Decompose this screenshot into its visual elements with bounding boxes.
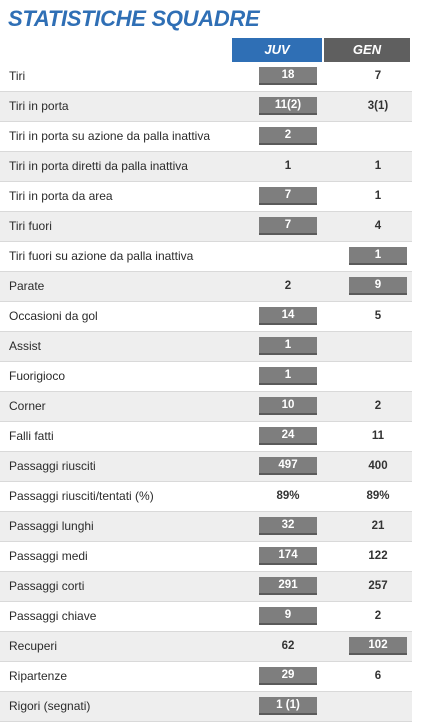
stat-label: Tiri fuori xyxy=(9,219,52,233)
stat-value-away: 9 xyxy=(349,277,407,295)
stat-value-away: 4 xyxy=(374,220,382,232)
table-row: Ripartenze 29 6 xyxy=(0,662,412,692)
table-row: Passaggi chiave 9 2 xyxy=(0,602,412,632)
table-row: Tiri in porta da area 7 1 xyxy=(0,182,412,212)
table-row: Fuorigioco 1 xyxy=(0,362,412,392)
table-row: Tiri fuori 7 4 xyxy=(0,212,412,242)
stat-label: Passaggi lunghi xyxy=(9,519,94,533)
page-title: STATISTICHE SQUADRE xyxy=(8,6,260,31)
stat-label: Tiri in porta da area xyxy=(9,189,113,203)
stat-label: Passaggi chiave xyxy=(9,609,97,623)
table-row: Passaggi riusciti/tentati (%) 89% 89% xyxy=(0,482,412,512)
stat-value-home: 32 xyxy=(259,517,317,535)
stat-value-away: 6 xyxy=(374,670,382,682)
stat-value-away: 21 xyxy=(371,520,385,532)
stat-value-away xyxy=(349,697,407,715)
stat-value-home: 291 xyxy=(259,577,317,595)
stat-value-home: 1 xyxy=(259,367,317,385)
stat-value-away: 1 xyxy=(374,190,382,202)
stat-label: Falli fatti xyxy=(9,429,54,443)
stat-value-away: 3(1) xyxy=(367,100,389,112)
stat-label: Tiri in porta diretti da palla inattiva xyxy=(9,159,188,173)
table-row: Rigori (segnati) 1 (1) xyxy=(0,692,412,722)
table-row: Passaggi lunghi 32 21 xyxy=(0,512,412,542)
stat-value-away: 400 xyxy=(368,460,388,472)
stat-value-home: 174 xyxy=(259,547,317,565)
stat-value-home xyxy=(259,247,317,265)
stat-value-home: 497 xyxy=(259,457,317,475)
table-row: Tiri 18 7 xyxy=(0,62,412,92)
team-header-home: JUV xyxy=(232,38,322,62)
table-row: Passaggi medi 174 122 xyxy=(0,542,412,572)
stat-value-home: 24 xyxy=(259,427,317,445)
stat-value-away: 5 xyxy=(374,310,382,322)
table-row: Tiri in porta su azione da palla inattiv… xyxy=(0,122,412,152)
stat-value-away: 11 xyxy=(371,430,385,442)
stat-label: Passaggi corti xyxy=(9,579,85,593)
stat-value-away: 2 xyxy=(374,400,382,412)
stat-value-home: 14 xyxy=(259,307,317,325)
table-row: Passaggi riusciti 497 400 xyxy=(0,452,412,482)
stat-value-away: 1 xyxy=(374,160,382,172)
stat-label: Ripartenze xyxy=(9,669,68,683)
stat-label: Passaggi medi xyxy=(9,549,88,563)
stat-value-home: 1 xyxy=(284,160,292,172)
stat-label: Assist xyxy=(9,339,42,353)
stat-label: Fuorigioco xyxy=(9,369,66,383)
table-row: Falli fatti 24 11 xyxy=(0,422,412,452)
stats-table: Tiri 18 7 Tiri in porta 11(2) 3(1) Tiri in por… xyxy=(0,62,412,722)
stat-value-home: 18 xyxy=(259,67,317,85)
stat-value-home: 10 xyxy=(259,397,317,415)
stat-label: Passaggi riusciti/tentati (%) xyxy=(9,489,154,503)
stat-value-away xyxy=(349,367,407,385)
stat-value-home: 11(2) xyxy=(259,97,317,115)
table-row: Recuperi 62 102 xyxy=(0,632,412,662)
table-row: Tiri fuori su azione da palla inattiva 1 xyxy=(0,242,412,272)
stat-label: Passaggi riusciti xyxy=(9,459,96,473)
stat-value-home: 9 xyxy=(259,607,317,625)
stat-value-home: 62 xyxy=(281,640,295,652)
stat-value-away: 102 xyxy=(349,637,407,655)
table-row: Tiri in porta diretti da palla inattiva 1… xyxy=(0,152,412,182)
stat-value-away: 89% xyxy=(366,490,390,502)
stat-value-away: 122 xyxy=(368,550,388,562)
stat-value-home: 89% xyxy=(276,490,300,502)
stat-label: Recuperi xyxy=(9,639,58,653)
stat-value-home: 1 (1) xyxy=(259,697,317,715)
stat-value-home: 1 xyxy=(259,337,317,355)
stat-label: Rigori (segnati) xyxy=(9,699,91,713)
stat-value-away: 1 xyxy=(349,247,407,265)
stat-value-away: 257 xyxy=(368,580,388,592)
stat-label: Tiri in porta su azione da palla inattiv… xyxy=(9,129,210,143)
stat-value-home: 7 xyxy=(259,217,317,235)
stat-label: Occasioni da gol xyxy=(9,309,98,323)
stat-value-home: 29 xyxy=(259,667,317,685)
stat-value-away xyxy=(349,337,407,355)
stat-value-home: 2 xyxy=(284,280,292,292)
stat-value-away: 2 xyxy=(374,610,382,622)
table-row: Tiri in porta 11(2) 3(1) xyxy=(0,92,412,122)
stat-label: Tiri xyxy=(9,69,26,83)
table-row: Parate 2 9 xyxy=(0,272,412,302)
stat-label: Parate xyxy=(9,279,45,293)
stat-label: Tiri fuori su azione da palla inattiva xyxy=(9,249,194,263)
stat-value-away: 7 xyxy=(374,70,382,82)
table-row: Occasioni da gol 14 5 xyxy=(0,302,412,332)
stat-label: Tiri in porta xyxy=(9,99,69,113)
table-row: Passaggi corti 291 257 xyxy=(0,572,412,602)
table-row: Corner 10 2 xyxy=(0,392,412,422)
stat-value-home: 2 xyxy=(259,127,317,145)
stat-label: Corner xyxy=(9,399,46,413)
stat-value-away xyxy=(349,127,407,145)
stat-value-home: 7 xyxy=(259,187,317,205)
team-header-away: GEN xyxy=(324,38,410,62)
table-row: Assist 1 xyxy=(0,332,412,362)
